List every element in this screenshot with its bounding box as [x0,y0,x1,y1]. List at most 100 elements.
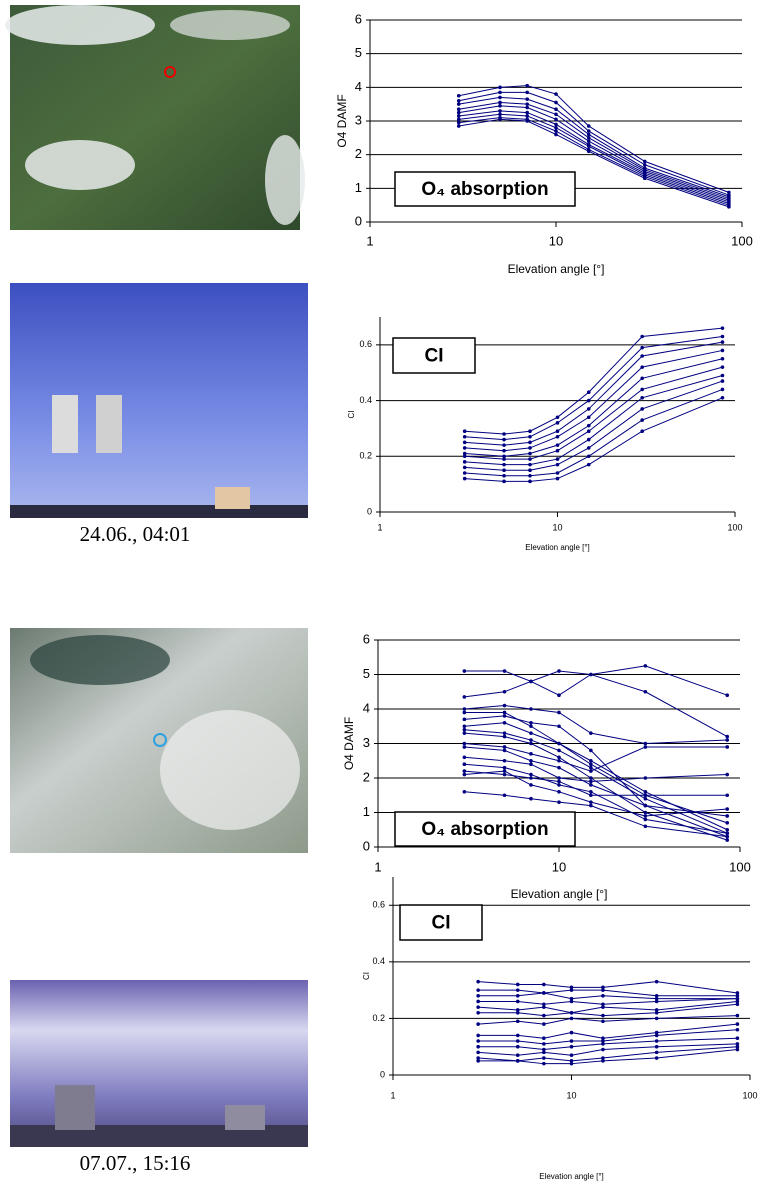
data-point [654,1039,659,1043]
annotation-box [392,337,476,374]
data-point [735,1027,740,1032]
photo-sky-2 [10,980,308,1147]
data-point [643,796,648,801]
data-point [554,125,558,130]
data-point [502,721,507,725]
data-point [725,827,730,832]
data-point [462,745,467,749]
y-tick-label: 3 [363,735,370,750]
data-point [557,758,561,763]
y-tick-label: 1 [363,804,370,819]
data-point [462,731,467,735]
data-point [557,765,561,770]
data-point [643,741,648,746]
data-point [554,92,558,96]
data-point [502,748,507,753]
data-point [643,793,648,798]
y-tick-label: 1 [355,180,362,195]
data-point [456,114,461,118]
data-point [569,996,574,1001]
data-point [476,1059,480,1063]
data-point [725,834,730,839]
data-point [555,415,560,420]
x-axis-label: Elevation angle [°] [525,543,590,552]
data-point [502,714,507,718]
data-point [586,429,591,434]
data-point [502,765,507,770]
data-point [601,985,605,990]
data-point [525,83,529,88]
data-point [586,462,591,467]
data-point [528,473,532,478]
data-point [557,724,561,729]
data-point [502,479,506,484]
data-point [528,479,532,484]
data-point [654,1008,659,1012]
data-point [654,994,659,998]
data-point [529,707,533,711]
data-point [557,669,561,673]
data-point [569,1039,574,1043]
data-point [529,731,533,735]
data-point [542,1061,546,1066]
data-point [557,755,561,760]
data-point [569,1016,574,1021]
data-point [557,783,561,787]
data-point [529,752,533,756]
data-point [642,166,647,170]
x-tick-label: 100 [727,522,742,532]
data-point [456,117,461,122]
data-point [589,776,593,780]
data-point [601,1056,605,1060]
x-tick-label: 10 [549,233,563,248]
data-point [586,129,591,133]
data-point [542,1005,546,1009]
data-point [502,473,506,478]
data-point [643,824,648,829]
data-point [589,672,593,677]
data-point [525,110,529,115]
photo-satellite-1 [5,5,305,230]
data-point [654,999,659,1004]
data-point [515,988,520,992]
data-point [557,800,561,804]
data-point [476,988,480,992]
series-line [464,358,723,457]
data-point [654,979,659,984]
data-point [554,117,558,122]
data-point [586,407,591,411]
data-point [725,793,730,798]
data-point [528,446,532,450]
data-point [601,994,605,998]
data-point [498,109,502,113]
data-point [601,1005,605,1009]
data-point [498,100,502,105]
data-point [589,800,593,804]
data-point [589,783,593,787]
data-point [498,95,502,100]
data-point [569,1053,574,1057]
x-axis-label: Elevation angle [°] [539,1172,604,1181]
data-point [515,1010,520,1015]
data-point [542,1042,546,1046]
data-point [640,387,644,392]
x-tick-label: 1 [366,233,373,248]
data-point [586,142,591,147]
data-point [515,1039,520,1043]
data-point [542,1013,546,1018]
data-point [654,1050,659,1055]
data-point [557,748,561,753]
data-point [554,132,558,137]
data-point [502,454,506,459]
y-tick-label: 0 [367,506,372,516]
data-point [586,437,591,442]
data-point [502,468,506,473]
data-point [502,734,507,739]
data-point [735,991,740,995]
data-point [525,114,529,118]
y-axis-label: O4 DAMF [342,717,356,770]
data-point [555,457,560,461]
data-point [586,446,591,450]
data-point [555,429,560,434]
data-point [525,97,529,101]
